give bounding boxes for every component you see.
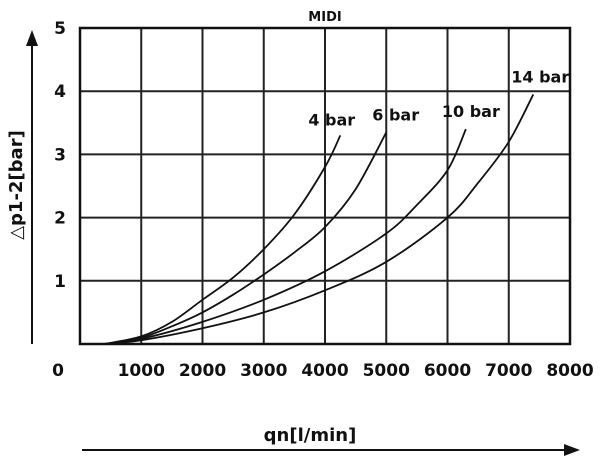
y-tick-label: 1 [54,272,66,292]
series-line [104,135,342,345]
series-label: 10 bar [442,102,500,121]
y-tick-label: 4 [54,82,66,102]
x-axis-label: qn[l/min] [264,425,357,446]
y-axis-arrow-head [26,30,38,46]
x-tick-label: 5000 [363,361,410,381]
chart-title: MIDI [308,10,341,25]
curves [104,93,535,345]
x-tick-label: 8000 [546,361,593,381]
y-axis-label: △p1-2[bar] [6,130,27,240]
x-tick-label: 2000 [179,361,226,381]
y-tick-label: 5 [54,19,66,39]
plot-frame [78,26,572,346]
x-tick-label: 7000 [485,361,532,381]
x-axis-arrow-head [564,444,580,456]
y-tick-labels: 1 2 3 4 5 [54,19,66,292]
series-line [104,131,388,345]
y-tick-label: 3 [54,145,66,165]
x-tick-label: 3000 [240,361,287,381]
x-tick-label: 6000 [424,361,471,381]
series-line [104,93,535,345]
series-line [104,128,467,345]
series-label: 14 bar [511,67,569,86]
curve-labels: 4 bar 6 bar 10 bar 14 bar [308,67,569,129]
series-label: 6 bar [372,105,419,124]
x-tick-labels: 0 1000 2000 3000 4000 5000 6000 7000 8000 [52,361,594,381]
grid [80,28,570,344]
series-label: 4 bar [308,110,355,129]
x-tick-label: 1000 [118,361,165,381]
x-tick-label: 4000 [301,361,348,381]
y-tick-label: 2 [54,209,66,229]
x-tick-label: 0 [52,361,64,381]
